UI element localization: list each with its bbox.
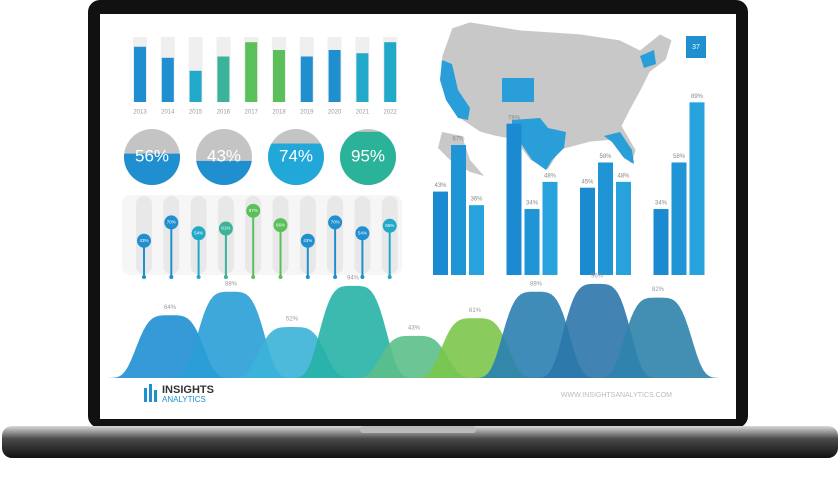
slider-base bbox=[387, 275, 392, 279]
bar-label: 36% bbox=[470, 197, 483, 203]
slider-base bbox=[305, 275, 310, 279]
brand-name: INSIGHTS bbox=[162, 384, 214, 396]
knob-label: 66% bbox=[276, 222, 285, 227]
bar bbox=[245, 42, 258, 102]
bar bbox=[451, 145, 466, 275]
bump-label: 96% bbox=[591, 273, 604, 279]
knob-label: 43% bbox=[139, 238, 148, 243]
map-badge: 37 bbox=[692, 44, 700, 51]
bar-label: 43% bbox=[434, 183, 447, 189]
slider-knob bbox=[191, 226, 206, 241]
x-tick-label: 2021 bbox=[356, 110, 370, 116]
x-tick-label: 2017 bbox=[245, 110, 259, 116]
bar bbox=[616, 181, 631, 275]
slider-base bbox=[142, 275, 146, 279]
bar-label: 89% bbox=[691, 94, 704, 100]
bar bbox=[161, 57, 174, 102]
bar bbox=[580, 187, 595, 275]
slider-knob bbox=[246, 203, 261, 218]
slider-knob bbox=[300, 233, 315, 248]
slider-base bbox=[278, 275, 283, 279]
slider-knob bbox=[328, 215, 343, 230]
bar bbox=[328, 50, 341, 102]
knob-label: 43% bbox=[303, 238, 312, 243]
gauge-fill bbox=[340, 131, 396, 185]
bump-label: 88% bbox=[225, 281, 238, 287]
bar bbox=[217, 56, 230, 102]
bump-label: 61% bbox=[469, 308, 482, 314]
bar bbox=[189, 70, 202, 102]
bump-label: 88% bbox=[530, 281, 543, 287]
bar bbox=[300, 56, 313, 102]
slider-base bbox=[223, 275, 228, 279]
knob-label: 70% bbox=[331, 220, 340, 225]
knob-label: 87% bbox=[249, 208, 258, 213]
bar bbox=[469, 205, 484, 275]
bar bbox=[671, 162, 687, 275]
bar bbox=[542, 181, 558, 275]
x-tick-label: 2019 bbox=[300, 110, 314, 116]
knob-label: 54% bbox=[358, 230, 367, 235]
bar bbox=[689, 102, 705, 275]
bump-label: 52% bbox=[286, 317, 299, 323]
slider-knob bbox=[355, 226, 370, 241]
bar-label: 34% bbox=[655, 201, 668, 207]
knob-label: 65% bbox=[385, 223, 394, 228]
x-tick-label: 2015 bbox=[189, 110, 203, 116]
bar-label: 58% bbox=[673, 154, 686, 160]
area-bump bbox=[580, 297, 736, 378]
bar bbox=[134, 46, 146, 102]
bar bbox=[273, 50, 285, 102]
gauge-label: 95% bbox=[351, 146, 385, 165]
slider-base bbox=[251, 275, 256, 279]
bar-label: 58% bbox=[599, 154, 612, 160]
bar bbox=[524, 209, 540, 275]
slider-knob bbox=[137, 233, 151, 248]
laptop-base bbox=[2, 426, 838, 458]
bar bbox=[653, 209, 669, 275]
slider-base bbox=[196, 275, 201, 279]
bar-label: 48% bbox=[617, 173, 630, 179]
us-map bbox=[438, 21, 673, 176]
bump-label: 64% bbox=[164, 305, 177, 311]
x-tick-label: 2018 bbox=[272, 110, 286, 116]
map-badge-box bbox=[686, 36, 706, 58]
bump-label: 94% bbox=[347, 275, 360, 281]
bar bbox=[356, 53, 369, 102]
logo bbox=[144, 384, 157, 402]
slider-base bbox=[360, 275, 365, 279]
bar-label: 34% bbox=[526, 201, 539, 207]
gauge-label: 56% bbox=[135, 146, 169, 165]
slider-knob bbox=[273, 218, 288, 233]
bar bbox=[384, 42, 397, 102]
bar bbox=[506, 123, 522, 276]
slider-base bbox=[169, 275, 174, 279]
slider-base bbox=[333, 275, 338, 279]
bar-label: 67% bbox=[452, 137, 465, 143]
knob-label: 54% bbox=[194, 230, 203, 235]
bar bbox=[598, 162, 613, 275]
bar-label: 78% bbox=[508, 115, 521, 121]
bar bbox=[433, 191, 448, 275]
x-tick-label: 2013 bbox=[133, 110, 147, 116]
bar-label: 45% bbox=[581, 179, 594, 185]
bar-label: 48% bbox=[544, 173, 557, 179]
slider-knob bbox=[164, 215, 179, 230]
x-tick-label: 2016 bbox=[217, 110, 231, 116]
slider-knob bbox=[382, 218, 397, 233]
brand-sub: ANALYTICS bbox=[162, 395, 206, 404]
x-tick-label: 2014 bbox=[161, 110, 175, 116]
laptop-notch bbox=[360, 426, 476, 433]
x-tick-label: 2022 bbox=[384, 110, 398, 116]
x-tick-label: 2020 bbox=[328, 110, 342, 116]
knob-label: 61% bbox=[221, 226, 230, 231]
slider-knob bbox=[218, 221, 233, 236]
bump-label: 43% bbox=[408, 325, 421, 331]
bump-label: 82% bbox=[652, 287, 665, 293]
gauge-label: 43% bbox=[207, 146, 241, 165]
gauge-label: 74% bbox=[279, 146, 313, 165]
brand-url: WWW.INSIGHTSANALYTICS.COM bbox=[561, 392, 672, 399]
knob-label: 70% bbox=[167, 220, 176, 225]
